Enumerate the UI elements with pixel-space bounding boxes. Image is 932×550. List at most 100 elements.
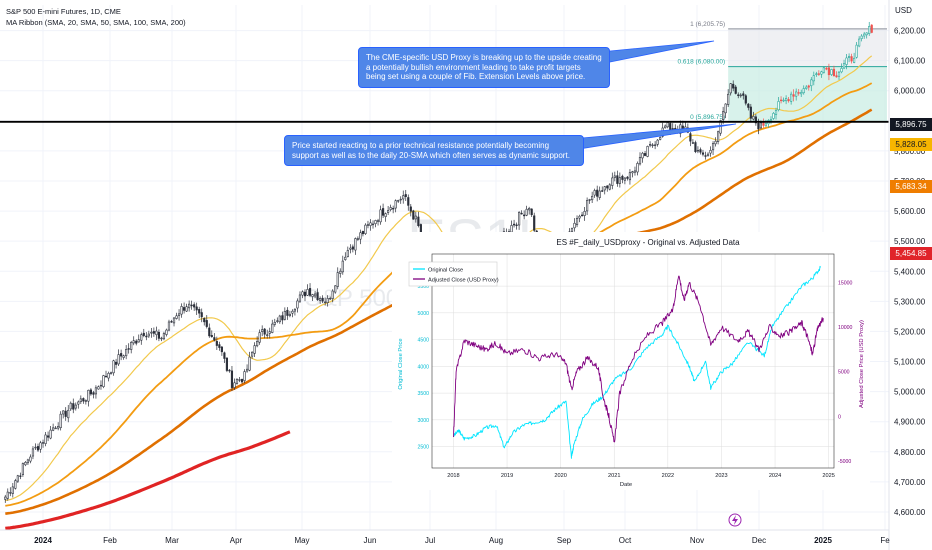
candle [62,410,65,419]
candle [785,95,788,105]
candle [699,147,702,155]
candle [601,186,604,193]
candle [94,385,98,399]
candle [46,431,50,442]
candle [711,141,715,156]
bolt-icon[interactable] [728,513,742,527]
candle [810,77,813,92]
candle [102,374,105,389]
candle [155,326,158,341]
callout-usd-proxy[interactable]: The CME-specific USD Proxy is breaking u… [358,47,610,88]
candle [371,220,375,229]
candle [752,111,755,121]
inset-xlabel: Date [620,482,632,488]
candle [84,399,87,405]
fib-label-0: 0 (5,896.75) [690,114,725,121]
candle [696,146,700,154]
candle [706,152,710,157]
inset-ylabel-right: Adjusted Close Price (USD Proxy) [859,320,865,408]
candle [626,175,629,181]
candle [359,229,362,245]
candle [747,102,750,111]
candle [258,329,261,345]
candle [11,483,14,498]
candle [79,395,82,404]
candle [356,236,359,241]
candle [213,333,216,342]
candle [591,191,594,203]
candle [694,140,697,154]
candle [837,71,841,80]
candle [245,364,249,373]
candles [4,21,873,503]
candle [649,141,652,148]
candle [399,196,402,204]
candle [74,402,77,411]
badge-sma100: 5,454.85 [890,247,932,260]
candle [228,368,231,373]
candle [185,303,188,313]
candle [288,310,291,318]
candle [268,327,271,339]
candle [787,97,790,103]
candle [283,307,286,321]
candle [210,330,213,338]
time-tick-label: Mar [165,536,179,545]
candle [183,302,186,314]
callout-support[interactable]: Price started reacting to a prior techni… [284,135,584,166]
legend-label-original: Original Close [428,268,463,274]
candle [701,149,705,157]
candle [115,358,118,369]
candle [825,66,828,71]
candle [389,204,392,212]
candle [29,454,32,464]
candle [412,209,415,220]
candle [52,423,55,432]
candle [6,488,9,501]
time-axis[interactable]: 2024 Feb Mar Apr May Jun Jul Aug Sep Oct Nov Dec 202… [0,529,890,545]
inset-y-right-tick: 15000 [838,281,853,287]
candle [308,283,312,297]
candle [858,36,861,48]
fib-extension[interactable]: 1 (6,205.75) 0.618 (6,080.00) 0 (5,896.75) [677,21,887,122]
candle [822,66,825,74]
candle [530,208,533,217]
candle [382,203,385,219]
candle [865,32,868,39]
candle [732,80,735,92]
candle [190,300,193,310]
candle [870,24,873,34]
candle [611,172,614,190]
price-axis[interactable]: 4,600.00 4,700.00 4,800.00 4,900.00 5,000.00… [888,0,926,550]
candle [376,218,380,226]
candle [14,478,17,490]
candle [296,298,299,313]
candle [414,211,417,223]
candle [205,315,208,329]
candle [850,53,853,64]
candle [573,218,576,232]
inset-y-left-tick: 5500 [417,284,429,290]
candle [104,370,108,378]
candle [847,53,851,63]
candle [417,211,420,228]
candle [31,446,35,460]
time-tick-label: Sep [557,536,572,545]
candle [243,369,246,384]
badge-sma20: 5,828.05 [890,138,932,151]
inset-legend: Original Close Adjusted Close (USD Proxy… [408,261,499,287]
candle [404,189,407,202]
price-tick-label: 6,100.00 [894,57,926,66]
candle [200,308,203,323]
candle [523,210,526,220]
candle [812,71,815,86]
currency-label[interactable]: USD [895,6,912,15]
candle [4,494,7,503]
indicator-legend[interactable]: MA Ribbon (SMA, 20, SMA, 50, SMA, 100, S… [6,18,186,27]
candle [233,378,236,390]
candle [366,220,370,229]
candle [817,70,820,76]
candle [769,116,773,125]
candle [278,314,281,324]
inset-y-left-tick: 3000 [417,418,429,424]
